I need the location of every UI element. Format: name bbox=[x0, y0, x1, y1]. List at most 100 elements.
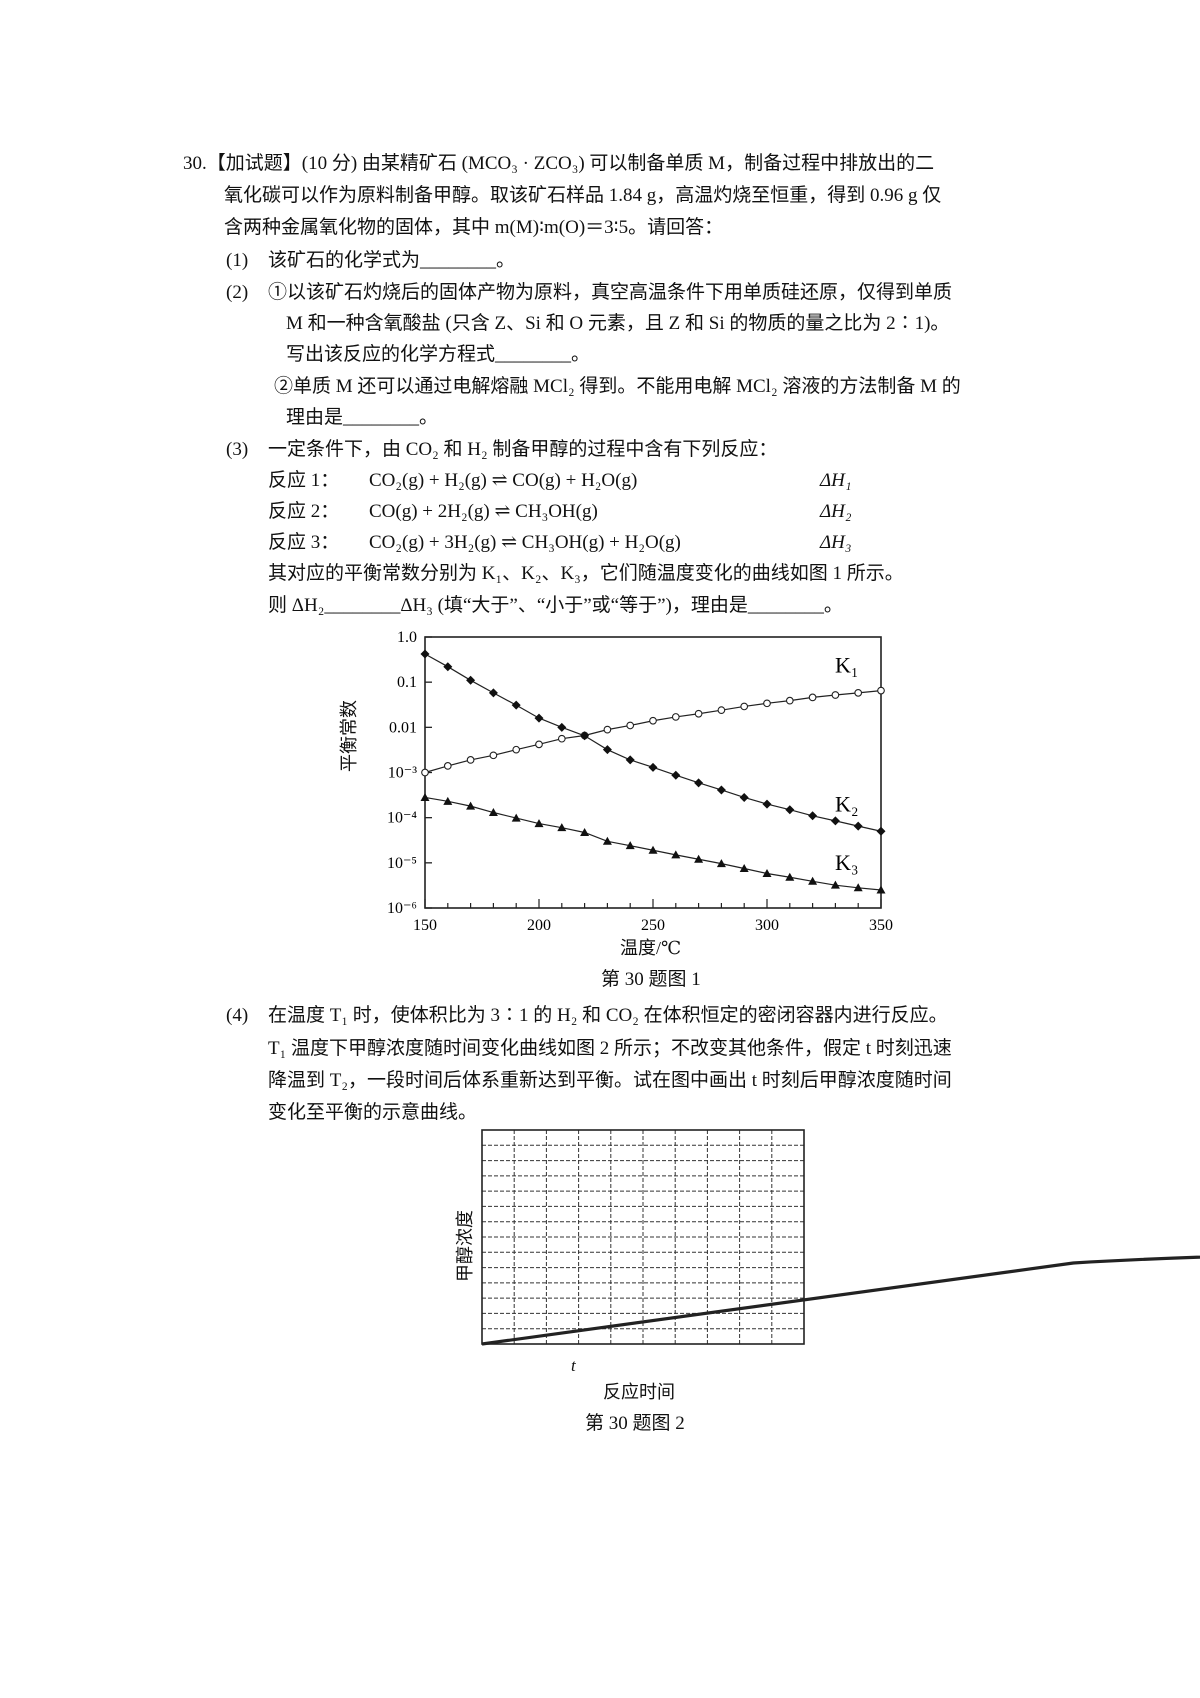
chart2-ylabel: 甲醇浓度 bbox=[455, 1210, 475, 1282]
data-point-k2 bbox=[716, 785, 726, 795]
time-t-label: t bbox=[571, 1356, 576, 1375]
data-point-k2 bbox=[876, 826, 886, 836]
data-point-k1 bbox=[763, 699, 771, 708]
part4-number: (4) bbox=[226, 1005, 249, 1026]
data-point-k2 bbox=[671, 770, 681, 780]
part2-line-3: 写出该反应的化学方程式________。 bbox=[286, 344, 591, 365]
reaction-3-label: 反应 3： bbox=[268, 532, 340, 553]
y-tick-label: 10⁻⁶ bbox=[387, 900, 417, 917]
part1-text: 该矿石的化学式为________。 bbox=[268, 250, 516, 271]
data-point-k2 bbox=[557, 722, 567, 732]
data-point-k3 bbox=[876, 885, 886, 894]
data-point-k3 bbox=[716, 859, 726, 868]
x-tick-label: 300 bbox=[755, 917, 779, 934]
data-point-k3 bbox=[808, 876, 818, 885]
data-point-k2 bbox=[853, 821, 863, 831]
data-point-k1 bbox=[557, 734, 566, 743]
data-point-k3 bbox=[762, 869, 772, 878]
data-point-k1 bbox=[808, 693, 817, 702]
reaction-1-enthalpy: ΔH₁ bbox=[820, 470, 852, 491]
data-point-k1 bbox=[877, 686, 885, 695]
data-point-k1 bbox=[603, 725, 612, 734]
data-point-k3 bbox=[580, 827, 590, 836]
part4-line-1: 在温度 T₁ 时，使体积比为 3∶1 的 H₂ 和 CO₂ 在体积恒定的密闭容器… bbox=[268, 1005, 948, 1026]
x-tick-label: 250 bbox=[641, 917, 665, 934]
data-point-k3 bbox=[739, 863, 749, 872]
part2-line-5: 理由是________。 bbox=[286, 407, 439, 428]
x-tick-label: 150 bbox=[413, 917, 437, 934]
data-point-k3 bbox=[466, 801, 476, 810]
reaction-1-equation: CO₂(g) + H₂(g) ⇌ CO(g) + H₂O(g) bbox=[369, 470, 638, 491]
data-point-k3 bbox=[648, 845, 658, 854]
methanol-concentration-curve bbox=[481, 1255, 1200, 1346]
data-point-k2 bbox=[466, 675, 476, 685]
question-intro-line-1: 30.【加试题】(10 分) 由某精矿石 (MCO₃ · ZCO₃) 可以制备单… bbox=[183, 153, 935, 174]
part3-number: (3) bbox=[226, 439, 249, 460]
data-point-k1 bbox=[694, 709, 703, 718]
data-point-k1 bbox=[535, 740, 543, 749]
x-tick-label: 350 bbox=[869, 917, 893, 934]
part3-intro: 一定条件下，由 CO₂ 和 H₂ 制备甲醇的过程中含有下列反应： bbox=[268, 439, 778, 460]
series-label-2: K₂ bbox=[835, 791, 859, 816]
y-tick-label: 0.1 bbox=[397, 674, 417, 691]
data-point-k3 bbox=[853, 883, 863, 892]
data-point-k3 bbox=[625, 841, 635, 850]
data-point-k2 bbox=[694, 778, 704, 788]
data-point-k3 bbox=[602, 836, 612, 845]
data-point-k2 bbox=[785, 805, 795, 815]
data-point-k2 bbox=[534, 713, 544, 723]
data-point-k1 bbox=[740, 702, 749, 711]
data-point-k1 bbox=[421, 768, 429, 777]
reaction-2-label: 反应 2： bbox=[268, 501, 340, 522]
data-point-k1 bbox=[671, 713, 680, 721]
data-point-k1 bbox=[466, 756, 475, 764]
methanol-concentration-grid[interactable] bbox=[0, 0, 1200, 1500]
data-point-k2 bbox=[762, 799, 772, 809]
part3-line-1: 其对应的平衡常数分别为 K₁、K₂、K₃，它们随温度变化的曲线如图 1 所示。 bbox=[268, 563, 904, 584]
y-tick-label: 1.0 bbox=[397, 629, 417, 646]
reaction-2-enthalpy: ΔH₂ bbox=[820, 501, 852, 522]
data-point-k3 bbox=[830, 880, 840, 889]
data-point-k1 bbox=[512, 745, 521, 754]
chart1-caption: 第 30 题图 1 bbox=[601, 969, 701, 990]
reaction-3-equation: CO₂(g) + 3H₂(g) ⇌ CH₃OH(g) + H₂O(g) bbox=[369, 532, 681, 553]
data-point-k3 bbox=[420, 792, 430, 801]
series-label-1: K₁ bbox=[835, 653, 859, 678]
data-point-k2 bbox=[648, 762, 658, 772]
x-tick-label: 200 bbox=[527, 917, 551, 934]
data-point-k1 bbox=[649, 716, 657, 725]
part4-line-4: 变化至平衡的示意曲线。 bbox=[268, 1102, 478, 1123]
series-label-3: K₃ bbox=[835, 850, 859, 875]
part2-number: (2) bbox=[226, 282, 249, 303]
data-point-k3 bbox=[671, 850, 681, 859]
data-point-k3 bbox=[785, 872, 795, 881]
reaction-3-enthalpy: ΔH₃ bbox=[820, 532, 852, 553]
data-point-k1 bbox=[443, 762, 452, 770]
data-point-k1 bbox=[717, 706, 726, 715]
part4-line-2: T₁ 温度下甲醇浓度随时间变化曲线如图 2 所示；不改变其他条件，假定 t 时刻… bbox=[268, 1038, 952, 1059]
part4-line-3: 降温到 T₂，一段时间后体系重新达到平衡。试在图中画出 t 时刻后甲醇浓度随时间 bbox=[268, 1070, 952, 1091]
data-point-k2 bbox=[511, 700, 521, 710]
chart1-xlabel: 温度/℃ bbox=[620, 938, 682, 958]
part2-line-2: M 和一种含氧酸盐 (只含 Z、Si 和 O 元素，且 Z 和 Si 的物质的量… bbox=[286, 313, 950, 334]
plot-frame bbox=[481, 1129, 805, 1345]
data-point-k2 bbox=[443, 662, 453, 672]
part2-line-1: ①以该矿石灼烧后的固体产物为原料，真空高温条件下用单质硅还原，仅得到单质 bbox=[268, 282, 953, 303]
data-point-k3 bbox=[534, 819, 544, 828]
part1-number: (1) bbox=[226, 250, 249, 271]
reaction-1-label: 反应 1： bbox=[268, 470, 340, 491]
reaction-2-equation: CO(g) + 2H₂(g) ⇌ CH₃OH(g) bbox=[369, 501, 598, 522]
data-point-k1 bbox=[831, 691, 840, 699]
data-point-k1 bbox=[489, 751, 498, 760]
data-point-k2 bbox=[420, 649, 430, 659]
chart2-caption: 第 30 题图 2 bbox=[585, 1413, 685, 1434]
question-intro-line-3: 含两种金属氧化物的固体，其中 m(M)∶m(O)＝3∶5。请回答： bbox=[224, 217, 724, 238]
part3-line-2: 则 ΔH₂________ΔH₃ (填“大于”、“小于”或“等于”)，理由是__… bbox=[268, 595, 843, 616]
data-point-k3 bbox=[443, 796, 453, 805]
question-intro-line-2: 氧化碳可以作为原料制备甲醇。取该矿石样品 1.84 g，高温灼烧至恒重，得到 0… bbox=[224, 185, 942, 206]
y-tick-label: 10⁻³ bbox=[388, 765, 417, 782]
data-point-k3 bbox=[488, 808, 498, 817]
data-point-k1 bbox=[626, 721, 635, 730]
y-tick-label: 10⁻⁵ bbox=[387, 855, 417, 872]
